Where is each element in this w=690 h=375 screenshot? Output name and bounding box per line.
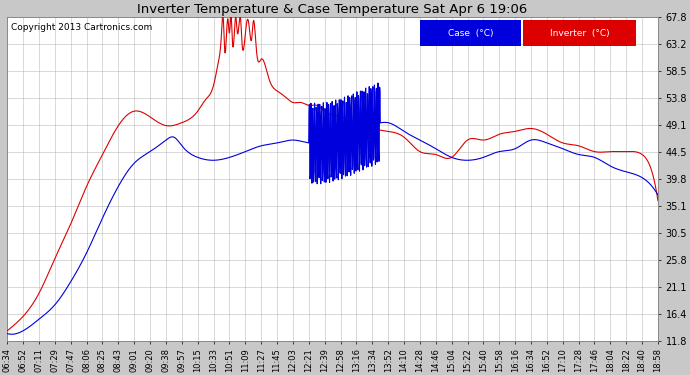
Bar — [420, 20, 522, 46]
Bar — [522, 20, 636, 46]
Text: Case  (°C): Case (°C) — [448, 28, 493, 38]
Text: Inverter  (°C): Inverter (°C) — [550, 28, 609, 38]
Title: Inverter Temperature & Case Temperature Sat Apr 6 19:06: Inverter Temperature & Case Temperature … — [137, 3, 528, 16]
Text: Copyright 2013 Cartronics.com: Copyright 2013 Cartronics.com — [10, 23, 152, 32]
